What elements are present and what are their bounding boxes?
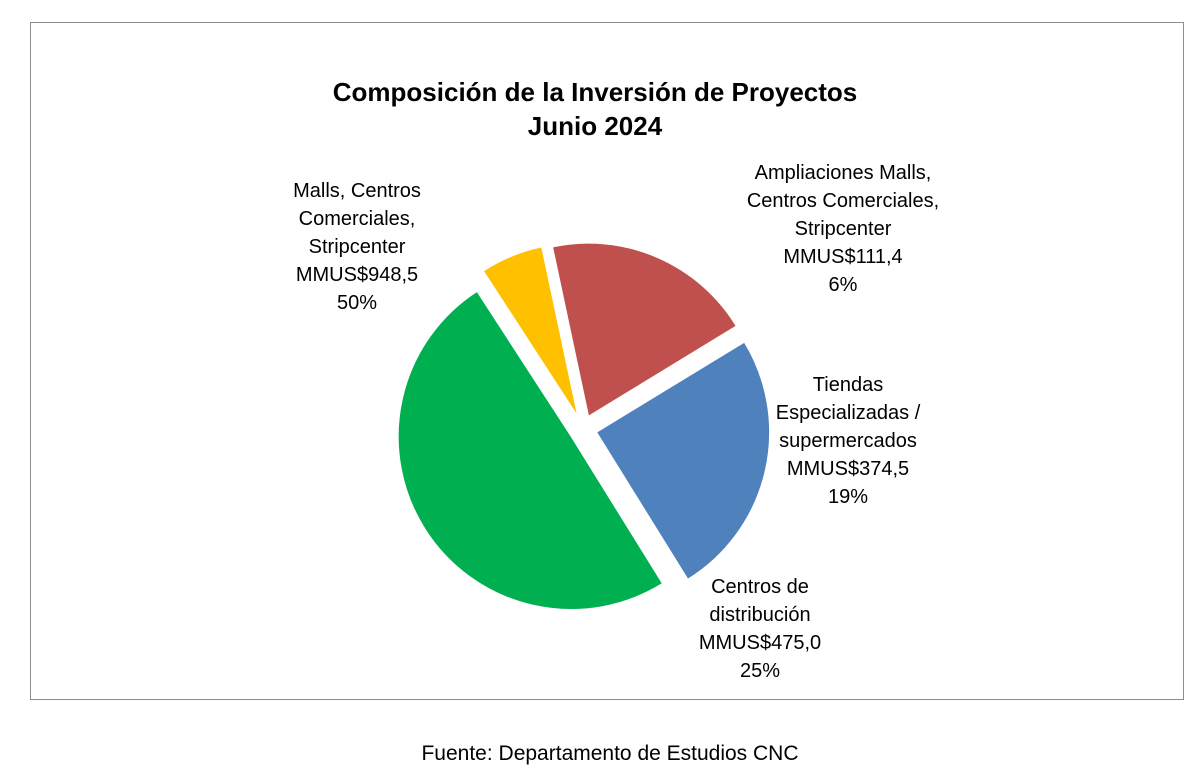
slice-label-centros-distribucion: Centros de distribución MMUS$475,0 25% [675,573,845,685]
slice-name-line: Centros de [711,576,809,598]
chart-subtitle: Junio 2024 [527,111,663,141]
slice-value-label: MMUS$374,5 [786,458,910,480]
slice-name-line: Comerciales, [298,208,416,230]
pie-slice-centros-distribucion [595,341,771,580]
slice-label-malls: Malls, Centros Comerciales, Stripcenter … [267,177,447,317]
slice-name-line: Malls, Centros [293,180,421,202]
pie-slice-tiendas [551,242,737,417]
slice-name-line: supermercados [779,430,917,452]
chart-title-block: Composición de la Inversión de Proyectos… [31,75,1159,143]
slice-name-line: Stripcenter [308,236,406,258]
slice-name-line: distribución [709,604,811,626]
chart-title: Composición de la Inversión de Proyectos [332,77,858,107]
slice-name-line: Ampliaciones Malls, [754,162,932,184]
slice-name-line: Centros Comerciales, [746,190,940,212]
source-note: Fuente: Departamento de Estudios CNC [421,742,799,765]
chart-frame: Composición de la Inversión de Proyectos… [30,22,1184,700]
pie-chart [397,242,771,610]
pie-slice-ampliaciones [482,246,579,417]
slice-name-line: Especializadas / [775,402,921,424]
slice-percent-label: 19% [827,486,869,508]
slice-label-ampliaciones: Ampliaciones Malls, Centros Comerciales,… [713,159,973,299]
slice-label-tiendas: Tiendas Especializadas / supermercados M… [748,371,948,511]
slice-value-label: MMUS$948,5 [295,264,419,286]
slice-value-label: MMUS$111,4 [783,246,903,268]
slice-name-line: Stripcenter [794,218,892,240]
slice-percent-label: 50% [336,292,378,314]
pie-slice-malls [397,290,664,610]
slice-percent-label: 25% [739,660,781,682]
slice-value-label: MMUS$475,0 [698,632,822,654]
slice-percent-label: 6% [828,274,858,296]
slice-name-line: Tiendas [812,374,884,396]
